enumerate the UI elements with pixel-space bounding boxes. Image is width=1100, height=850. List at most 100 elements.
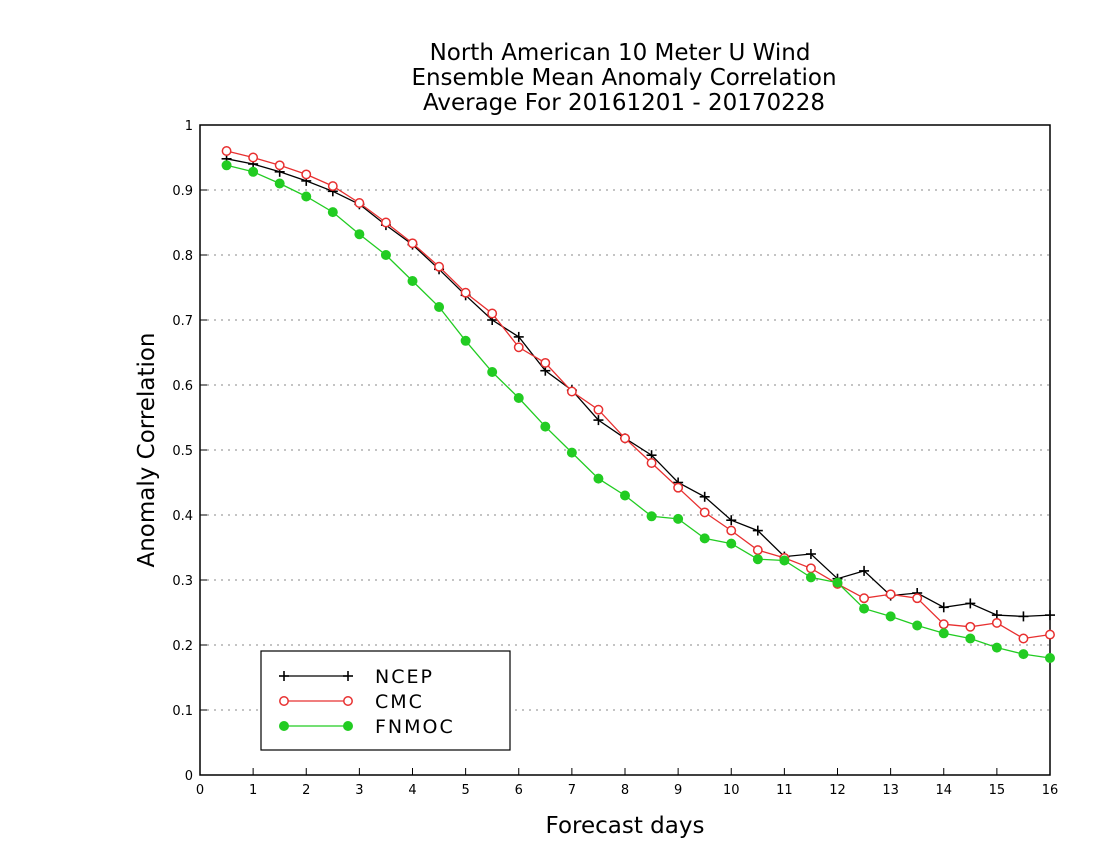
chart-title-line-1: North American 10 Meter U Wind — [430, 40, 811, 66]
data-point-fnmoc-7 — [407, 276, 418, 286]
y-axis-title: Anomaly Correlation — [134, 332, 160, 567]
data-point-cmc-30 — [1018, 633, 1029, 644]
data-point-fnmoc-16 — [646, 511, 657, 522]
series-line-cmc — [226, 150, 1051, 640]
y-tick-label-9: 0.9 — [172, 184, 193, 199]
data-point-fnmoc-1 — [248, 166, 259, 177]
legend-label-cmc: CMC — [375, 691, 424, 713]
data-point-ncep-28 — [965, 598, 976, 609]
data-point-fnmoc-14 — [593, 473, 604, 484]
x-tick-label-3: 3 — [355, 783, 363, 798]
x-tick-label-6: 6 — [515, 783, 523, 798]
data-point-cmc-15 — [620, 433, 630, 444]
data-point-fnmoc-6 — [380, 250, 391, 260]
gridlines — [200, 189, 1050, 711]
data-point-ncep-19 — [726, 515, 737, 526]
series-line-fnmoc — [226, 164, 1051, 659]
data-point-cmc-14 — [593, 404, 604, 415]
data-point-ncep-27 — [938, 602, 949, 613]
y-tick-label-5: 0.5 — [172, 444, 193, 459]
y-tick-label-0: 0 — [185, 769, 193, 784]
data-point-cmc-9 — [460, 287, 471, 298]
data-point-cmc-12 — [540, 357, 551, 368]
data-point-fnmoc-30 — [1018, 649, 1029, 660]
data-point-fnmoc-9 — [460, 335, 471, 346]
series-cmc — [221, 146, 1055, 644]
data-point-fnmoc-11 — [513, 393, 524, 403]
data-point-fnmoc-20 — [752, 554, 763, 565]
legend-item-fnmoc: FNMOC — [279, 716, 455, 738]
data-point-cmc-25 — [885, 589, 896, 600]
data-point-fnmoc-10 — [487, 367, 498, 377]
data-point-cmc-20 — [752, 545, 763, 556]
data-point-cmc-4 — [327, 181, 338, 192]
x-tick-label-14: 14 — [935, 783, 952, 798]
data-point-fnmoc-5 — [354, 229, 365, 240]
y-axis-ticks: 0 0.1 0.2 0.3 0.4 0.5 0.6 0.7 0.8 0.9 1 — [172, 119, 207, 784]
x-tick-label-1: 1 — [249, 783, 257, 798]
data-point-fnmoc-3 — [301, 191, 312, 202]
data-point-cmc-11 — [513, 342, 524, 353]
data-point-cmc-3 — [301, 169, 312, 180]
x-tick-label-9: 9 — [674, 783, 682, 798]
legend-marker-end-fnmoc — [343, 721, 353, 731]
legend-marker-start-fnmoc — [279, 721, 289, 731]
data-point-cmc-22 — [805, 563, 816, 574]
data-point-fnmoc-29 — [991, 642, 1002, 653]
data-point-fnmoc-27 — [938, 628, 949, 639]
legend-item-ncep: NCEP — [279, 666, 434, 688]
y-tick-label-4: 0.4 — [172, 509, 193, 524]
data-point-cmc-6 — [380, 217, 391, 228]
y-tick-label-7: 0.7 — [172, 314, 193, 329]
data-point-ncep-24 — [859, 565, 870, 576]
y-tick-label-10: 1 — [185, 119, 193, 134]
y-tick-label-1: 0.1 — [172, 704, 193, 719]
data-point-fnmoc-31 — [1045, 653, 1055, 663]
data-point-cmc-7 — [407, 238, 418, 249]
data-point-cmc-19 — [726, 525, 737, 536]
legend: NCEP CMC FNMOC — [260, 650, 511, 751]
legend-marker-end-cmc — [343, 696, 353, 706]
data-point-cmc-27 — [938, 619, 949, 630]
data-point-cmc-24 — [859, 593, 870, 604]
data-point-cmc-13 — [566, 386, 577, 397]
series-fnmoc — [221, 160, 1055, 663]
data-point-ncep-30 — [1018, 611, 1029, 622]
chart-title-line-2: Ensemble Mean Anomaly Correlation — [411, 65, 836, 91]
y-tick-label-6: 0.6 — [172, 379, 193, 394]
data-point-cmc-1 — [248, 152, 259, 163]
x-tick-label-11: 11 — [776, 783, 793, 798]
data-point-fnmoc-2 — [274, 178, 285, 189]
data-point-fnmoc-26 — [912, 620, 923, 631]
x-tick-label-5: 5 — [461, 783, 469, 798]
x-tick-label-15: 15 — [989, 783, 1006, 798]
data-point-fnmoc-4 — [327, 207, 338, 218]
x-tick-label-2: 2 — [302, 783, 310, 798]
data-point-cmc-8 — [434, 261, 445, 272]
x-axis-title: Forecast days — [546, 813, 705, 839]
x-tick-label-4: 4 — [408, 783, 416, 798]
data-point-ncep-18 — [699, 491, 710, 502]
data-point-cmc-5 — [354, 198, 365, 208]
data-point-ncep-11 — [513, 331, 524, 342]
x-tick-label-16: 16 — [1042, 783, 1059, 798]
x-tick-label-12: 12 — [829, 783, 846, 798]
data-point-fnmoc-25 — [885, 611, 896, 622]
x-axis-ticks: 0 1 2 3 4 5 6 7 8 9 10 11 12 13 14 15 16 — [196, 768, 1058, 798]
data-point-cmc-17 — [673, 482, 684, 493]
data-point-cmc-10 — [487, 308, 498, 319]
data-point-cmc-26 — [912, 593, 923, 604]
x-tick-label-10: 10 — [723, 783, 740, 798]
series-line-ncep — [226, 158, 1051, 618]
data-point-ncep-31 — [1045, 610, 1055, 621]
data-point-fnmoc-18 — [699, 533, 710, 544]
legend-label-ncep: NCEP — [375, 666, 434, 688]
data-point-cmc-18 — [699, 507, 710, 518]
data-point-fnmoc-22 — [805, 572, 816, 583]
legend-marker-start-cmc — [279, 696, 289, 706]
data-point-ncep-14 — [593, 415, 604, 426]
legend-label-fnmoc: FNMOC — [375, 716, 455, 738]
data-point-ncep-22 — [805, 549, 816, 559]
legend-marker-end-ncep — [343, 671, 353, 681]
x-tick-label-7: 7 — [568, 783, 576, 798]
